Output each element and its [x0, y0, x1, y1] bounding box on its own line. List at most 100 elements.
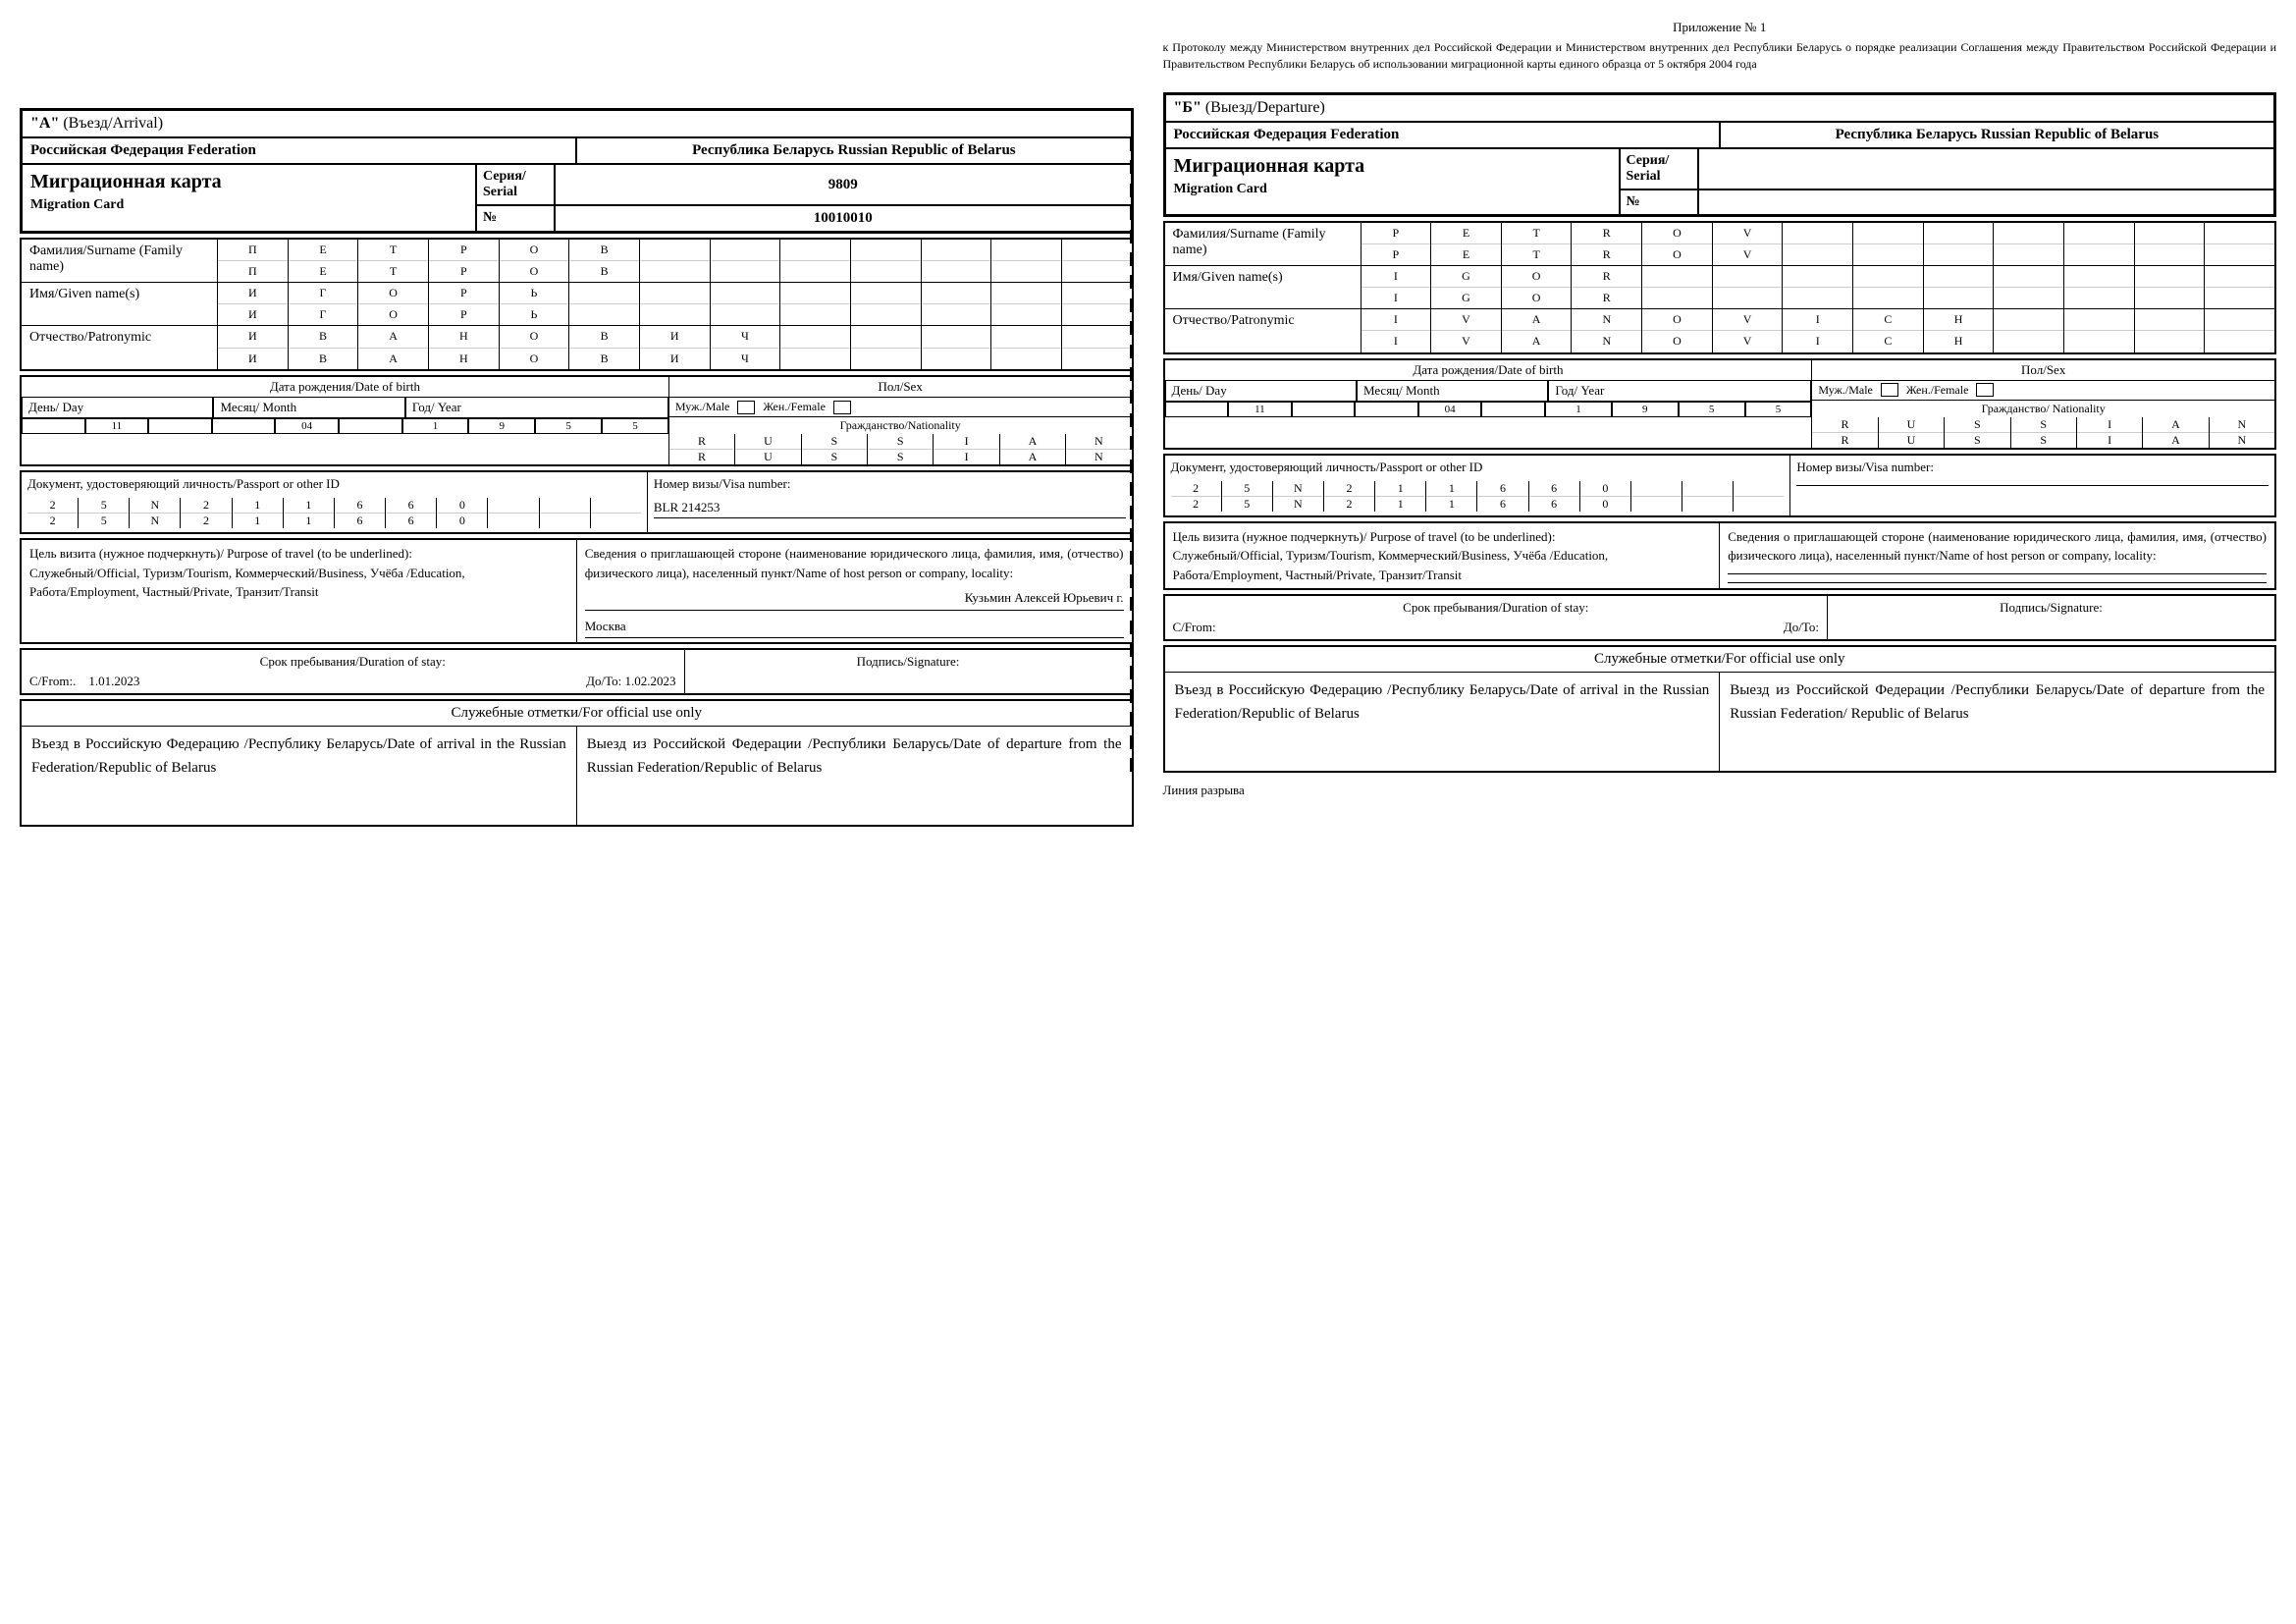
purpose-opts-a: Служебный/Official, Туризм/Tourism, Комм… — [29, 564, 568, 602]
female-a: Жен./Female — [763, 400, 826, 414]
names-a: Фамилия/Surname (Family name) ППЕЕТТРРОО… — [20, 238, 1134, 371]
nat-label-b: Гражданство/ Nationality — [1812, 401, 2274, 417]
card-a-sub: (Въезд/Arrival) — [63, 115, 163, 132]
card-a-letter: "А" — [30, 115, 59, 132]
year-lab-a: Год/ Year — [405, 397, 668, 418]
appendix-num: Приложение № 1 — [1163, 20, 2277, 35]
day-lab-b: День/ Day — [1165, 380, 1357, 402]
given-grid-a: ИИГГООРРЬЬ — [218, 283, 1132, 325]
doc-a: Документ, удостоверяющий личность/Passpo… — [20, 470, 1134, 534]
dob-title-b: Дата рождения/Date of birth — [1165, 360, 1812, 380]
doc-grid-a: 2255NN221111666600 — [27, 498, 641, 528]
purpose-opts-b: Служебный/Official, Туризм/Tourism, Комм… — [1173, 546, 1712, 584]
sig-a: Подпись/Signature: — [685, 650, 1132, 693]
doc-label-a: Документ, удостоверяющий личность/Passpo… — [27, 476, 641, 492]
card-b: "Б" (Выезд/Departure) Российская Федерац… — [1163, 92, 2277, 217]
card-b-letter: "Б" — [1174, 99, 1201, 116]
nat-grid-b: RRUUSSSSIIAANN — [1812, 417, 2274, 448]
num-val-b — [1698, 189, 2275, 215]
sex-title-a: Пол/Sex — [675, 379, 1126, 395]
visa-val-a: BLR 214253 — [654, 500, 1126, 518]
male-a: Муж./Male — [675, 400, 730, 414]
visa-val-b — [1796, 483, 2269, 486]
female-chk-b[interactable] — [1976, 383, 1994, 397]
dur-a: Срок пребывания/Duration of stay: С/From… — [20, 648, 1134, 695]
given-label-a: Имя/Given name(s) — [22, 283, 218, 325]
patr-label-b: Отчество/Patronymic — [1165, 309, 1362, 352]
to-lab-a: До/To: — [586, 674, 621, 688]
num-label-b: № — [1620, 189, 1698, 215]
patr-label-a: Отчество/Patronymic — [22, 326, 218, 369]
dob-a: Дата рождения/Date of birth День/ Day Ме… — [20, 375, 1134, 466]
purpose-b: Цель визита (нужное подчеркнуть)/ Purpos… — [1163, 521, 2277, 591]
host-title-a: Сведения о приглашающей стороне (наимено… — [585, 544, 1124, 582]
official-out-a: Выезд из Российской Федерации /Республик… — [577, 727, 1132, 825]
to-val-a: 1.02.2023 — [625, 674, 676, 688]
day-a: 11 — [85, 418, 149, 434]
male-chk-b[interactable] — [1881, 383, 1898, 397]
year-lab-b: Год/ Year — [1548, 380, 1811, 402]
dob-title-a: Дата рождения/Date of birth — [22, 377, 668, 397]
dur-title-a: Срок пребывания/Duration of stay: — [29, 654, 676, 670]
host-city-b — [1728, 580, 2267, 583]
doc-label-b: Документ, удостоверяющий личность/Passpo… — [1171, 460, 1785, 475]
month-lab-b: Месяц/ Month — [1357, 380, 1548, 402]
tear-line-marks — [1130, 137, 1134, 772]
host-name-a: Кузьмин Алексей Юрьевич г. — [965, 588, 1124, 608]
official-title-a: Служебные отметки/For official use only — [22, 701, 1132, 727]
doc-grid-b: 2255NN221111666600 — [1171, 481, 1785, 512]
serial-val-a: 9809 — [555, 164, 1132, 205]
card-b-sub: (Выезд/Departure) — [1205, 99, 1325, 116]
card-b-type: "Б" (Выезд/Departure) — [1165, 94, 2275, 122]
given-label-b: Имя/Given name(s) — [1165, 266, 1362, 308]
nat-grid-a: RRUUSSSSIIAANN — [669, 434, 1132, 464]
given-grid-b: IIGGOORR — [1362, 266, 2275, 308]
card-a-type: "А" (Въезд/Arrival) — [22, 110, 1132, 137]
visa-label-b: Номер визы/Visa number: — [1796, 460, 2269, 475]
tear-label: Линия разрыва — [1163, 783, 2277, 798]
day-b: 11 — [1228, 402, 1292, 417]
surname-grid-a: ППЕЕТТРРООВВ — [218, 240, 1132, 282]
surname-label-a: Фамилия/Surname (Family name) — [22, 240, 218, 282]
dur-title-b: Срок пребывания/Duration of stay: — [1173, 600, 1820, 616]
card-a: "А" (Въезд/Arrival) Российская Федерация… — [20, 108, 1134, 234]
mig-title-b: Миграционная карта Migration Card — [1165, 148, 1620, 215]
serial-label-a: Серия/ Serial — [476, 164, 555, 205]
host-city-a: Москва — [585, 617, 1124, 639]
serial-val-b — [1698, 148, 2275, 189]
to-lab-b: До/To: — [1784, 620, 1819, 634]
doc-b: Документ, удостоверяющий личность/Passpo… — [1163, 454, 2277, 517]
sex-title-b: Пол/Sex — [1818, 362, 2269, 378]
official-out-b: Выезд из Российской Федерации /Республик… — [1720, 673, 2274, 771]
nat-label-a: Гражданство/Nationality — [669, 417, 1132, 434]
mig-title-a: Миграционная карта Migration Card — [22, 164, 476, 232]
female-chk-a[interactable] — [833, 401, 851, 414]
sig-b: Подпись/Signature: — [1828, 596, 2274, 639]
dur-b: Срок пребывания/Duration of stay: С/From… — [1163, 594, 2277, 641]
from-val-a: 1.01.2023 — [88, 674, 139, 688]
from-lab-a: С/From:. — [29, 674, 76, 688]
fed-rb-a: Республика Беларусь Russian Republic of … — [576, 137, 1131, 164]
appendix-text: к Протоколу между Министерством внутренн… — [1163, 39, 2277, 73]
year-a: 1955 — [402, 418, 668, 434]
month-lab-a: Месяц/ Month — [213, 397, 404, 418]
purpose-title-b: Цель визита (нужное подчеркнуть)/ Purpos… — [1173, 527, 1712, 547]
dob-b: Дата рождения/Date of birth День/ Day Ме… — [1163, 358, 2277, 450]
num-label-a: № — [476, 205, 555, 232]
female-b: Жен./Female — [1906, 383, 1969, 398]
serial-label-b: Серия/ Serial — [1620, 148, 1698, 189]
from-lab-b: С/From: — [1173, 620, 1216, 634]
official-a: Служебные отметки/For official use only … — [20, 699, 1134, 827]
month-a: 04 — [275, 418, 339, 434]
month-b: 04 — [1418, 402, 1482, 417]
purpose-title-a: Цель визита (нужное подчеркнуть)/ Purpos… — [29, 544, 568, 564]
patr-grid-b: IIVVAANNOOVVIICCHH — [1362, 309, 2275, 352]
purpose-a: Цель визита (нужное подчеркнуть)/ Purpos… — [20, 538, 1134, 644]
male-b: Муж./Male — [1818, 383, 1873, 398]
official-in-a: Въезд в Российскую Федерацию /Республику… — [22, 727, 577, 825]
year-b: 1955 — [1545, 402, 1811, 417]
official-in-b: Въезд в Российскую Федерацию /Республику… — [1165, 673, 1721, 771]
fed-rf-b: Российская Федерация Federation — [1165, 122, 1720, 148]
male-chk-a[interactable] — [737, 401, 755, 414]
fed-rf-a: Российская Федерация Federation — [22, 137, 576, 164]
